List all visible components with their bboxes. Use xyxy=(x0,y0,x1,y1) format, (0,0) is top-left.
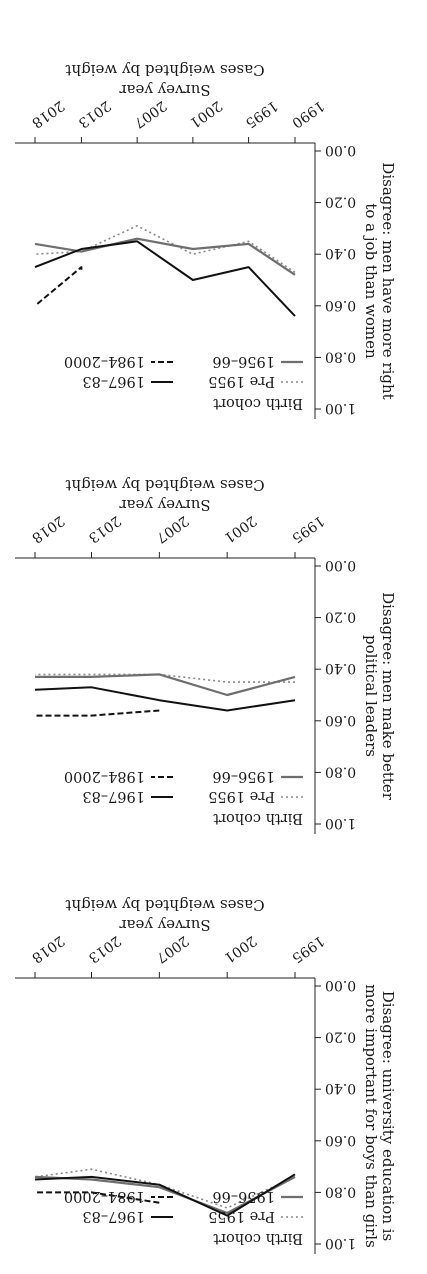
x-tick-label: 2018 xyxy=(29,97,67,131)
y-axis-label-line: political leaders xyxy=(362,635,380,757)
x-tick-label: 2007 xyxy=(153,932,191,966)
x-axis-sublabel: Cases weighted by weight xyxy=(65,476,264,494)
series-line-3 xyxy=(34,240,296,317)
y-tick-label: 1.00 xyxy=(325,815,356,831)
x-tick-label: 2007 xyxy=(153,512,191,546)
y-axis-label-line: Disagree: university education is xyxy=(379,991,397,1241)
y-axis-label-line: to a job than women xyxy=(362,203,380,359)
y-axis-label-line: Disagree: men make better xyxy=(379,592,397,801)
x-tick-label: 2018 xyxy=(29,932,67,966)
x-axis-label: Survey year xyxy=(119,496,211,514)
series-line-4 xyxy=(34,266,83,307)
legend-title: Birth cohort xyxy=(213,1230,303,1246)
x-axis-sublabel: Cases weighted by weight xyxy=(65,61,264,79)
y-axis-label-line: more important for boys than girls xyxy=(362,984,380,1248)
x-tick-label: 1995 xyxy=(289,512,327,546)
x-tick-label: 2001 xyxy=(221,932,259,966)
y-tick-label: 0.80 xyxy=(325,1183,356,1199)
series-line-2 xyxy=(34,237,296,276)
series-line-4 xyxy=(35,1191,160,1204)
legend-title: Birth cohort xyxy=(213,810,303,826)
x-tick-label: 2013 xyxy=(85,512,123,546)
y-tick-label: 0.40 xyxy=(325,660,356,676)
y-tick-label: 1.00 xyxy=(325,1235,356,1251)
legend-label: Pre 1955 xyxy=(208,1208,275,1224)
y-tick-label: 0.40 xyxy=(325,245,356,261)
x-tick-label: 2013 xyxy=(75,97,113,131)
x-tick-label: 2001 xyxy=(221,512,259,546)
legend-label: 1967–83 xyxy=(82,788,145,804)
legend-label: 1984–2000 xyxy=(64,353,145,369)
y-axis-label: Disagree: men make betterpolitical leade… xyxy=(362,592,397,801)
x-tick-label: 1990 xyxy=(289,97,327,131)
legend-label: 1984–2000 xyxy=(64,1188,145,1204)
legend-title: Birth cohort xyxy=(213,395,303,411)
x-axis-label: Survey year xyxy=(119,81,211,99)
series-line-2 xyxy=(35,673,296,697)
y-tick-label: 0.20 xyxy=(325,609,356,625)
chart-panel-3: 0.00 0.20 0.40 0.60 0.80 1.00 Disagree: univer… xyxy=(15,896,397,1254)
x-tick-label: 2007 xyxy=(131,97,169,131)
legend-label: Pre 1955 xyxy=(208,788,275,804)
x-tick-label: 2001 xyxy=(187,97,225,131)
y-tick-label: 0.20 xyxy=(325,1029,356,1045)
series-line-3 xyxy=(34,1173,296,1217)
legend-label: 1956–66 xyxy=(212,353,275,369)
chart-panel-1: 0.00 0.20 0.40 0.60 0.80 1.00 Disagree: men ha… xyxy=(15,61,397,419)
legend-label: 1984–2000 xyxy=(64,768,145,784)
y-tick-label: 0.00 xyxy=(325,977,356,993)
legend-label: 1967–83 xyxy=(82,373,145,389)
x-tick-label: 1995 xyxy=(289,932,327,966)
series-line-3 xyxy=(34,686,296,712)
y-tick-label: 0.80 xyxy=(325,763,356,779)
y-tick-label: 0.00 xyxy=(325,142,356,158)
y-axis-label: Disagree: men have more rightto a job th… xyxy=(362,162,397,399)
x-tick-label: 2018 xyxy=(29,512,67,546)
y-tick-label: 0.40 xyxy=(325,1080,356,1096)
x-axis-sublabel: Cases weighted by weight xyxy=(65,896,264,914)
y-tick-label: 0.20 xyxy=(325,194,356,210)
x-tick-label: 1995 xyxy=(242,97,280,131)
x-tick-label: 2013 xyxy=(85,932,123,966)
legend-label: Pre 1955 xyxy=(208,373,275,389)
y-tick-label: 0.60 xyxy=(325,1132,356,1148)
y-tick-label: 0.00 xyxy=(325,557,356,573)
legend-label: 1967–83 xyxy=(82,1208,145,1224)
x-axis-label: Survey year xyxy=(119,916,211,934)
series-line-1 xyxy=(34,225,296,273)
series-line-4 xyxy=(35,709,160,717)
legend-label: 1956–66 xyxy=(212,1188,275,1204)
legend-label: 1956–66 xyxy=(212,768,275,784)
y-tick-label: 0.60 xyxy=(325,297,356,313)
y-axis-label: Disagree: university education ismore im… xyxy=(362,984,397,1248)
y-tick-label: 0.80 xyxy=(325,348,356,364)
y-tick-label: 1.00 xyxy=(325,400,356,416)
y-tick-label: 0.60 xyxy=(325,712,356,728)
chart-panel-2: 0.00 0.20 0.40 0.60 0.80 1.00 Disagree: men ma… xyxy=(15,476,397,834)
y-axis-label-line: Disagree: men have more right xyxy=(379,162,397,399)
